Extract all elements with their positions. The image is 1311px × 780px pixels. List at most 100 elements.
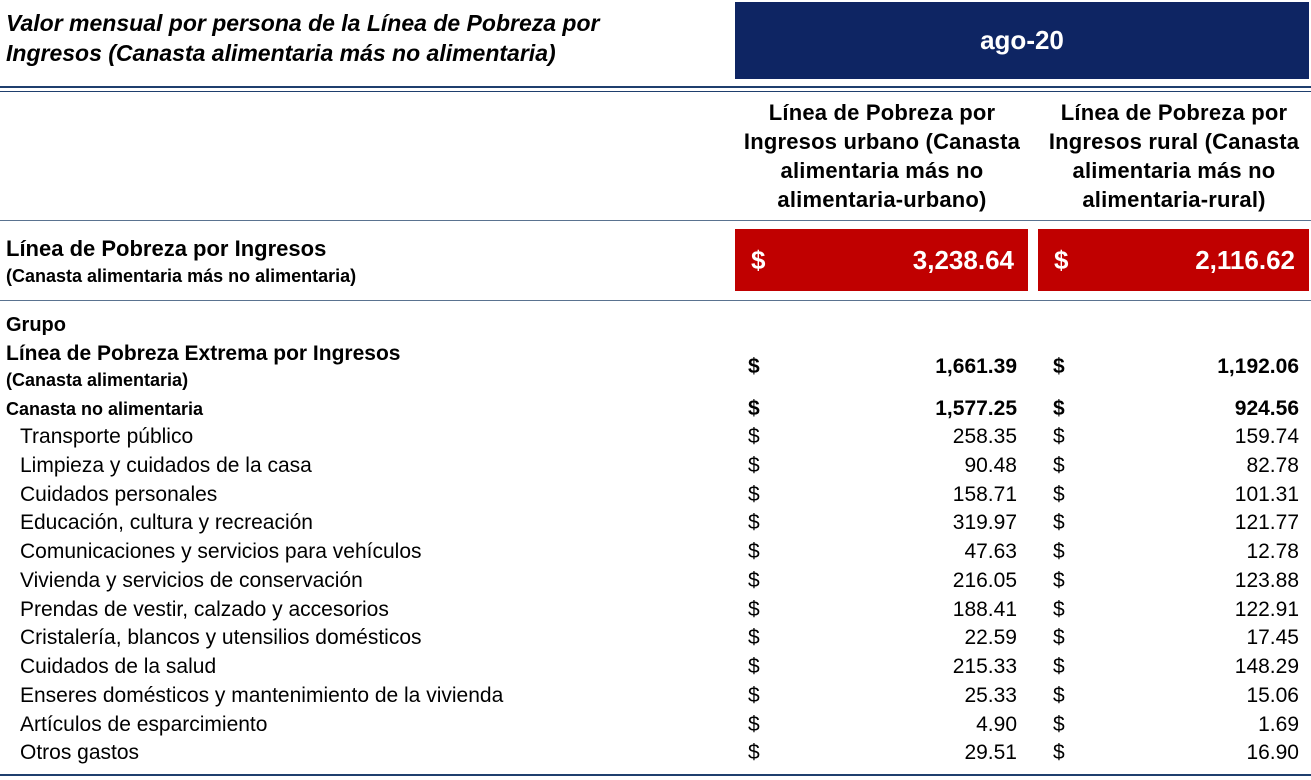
row-label: Limpieza y cuidados de la casa: [20, 454, 312, 477]
row-label: Cuidados personales: [20, 483, 218, 506]
column-header-urban-line: Línea de Pobreza por: [768, 100, 996, 125]
page-title: Valor mensual por persona de la Línea de…: [6, 8, 726, 68]
extreme-line-label: Línea de Pobreza Extrema por Ingresos: [6, 342, 401, 365]
urban-value: 29.51: [964, 741, 1017, 764]
currency-symbol: $: [1053, 355, 1065, 378]
currency-symbol: $: [1053, 454, 1065, 477]
column-header-rural-line: Línea de Pobreza por: [1060, 100, 1288, 125]
urban-value: 90.48: [964, 454, 1017, 477]
extreme-urban-value: 1,661.39: [935, 355, 1017, 378]
table-row: Comunicaciones y servicios para vehículo…: [0, 540, 1311, 569]
rural-value: 15.06: [1246, 684, 1299, 707]
currency-symbol: $: [1053, 511, 1065, 534]
table-row: Vivienda y servicios de conservación $ 2…: [0, 569, 1311, 598]
urban-value: 158.71: [952, 483, 1017, 506]
rural-value: 159.74: [1234, 425, 1299, 448]
currency-symbol: $: [748, 713, 760, 736]
table-row: Cuidados de la salud $ 215.33 $ 148.29: [0, 655, 1311, 684]
urban-value: 258.35: [952, 425, 1017, 448]
non-food-label: Canasta no alimentaria: [6, 399, 204, 419]
currency-symbol: $: [1053, 626, 1065, 649]
rural-value: 122.91: [1234, 598, 1299, 621]
table-row: Limpieza y cuidados de la casa $ 90.48 $…: [0, 454, 1311, 483]
column-header-rural: Línea de Pobreza por Ingresos rural (Can…: [1038, 98, 1310, 214]
rural-value: 1.69: [1258, 713, 1299, 736]
currency-symbol: $: [1053, 540, 1065, 563]
rural-value: 16.90: [1246, 741, 1299, 764]
poverty-line-rural-value: 2,116.62: [1195, 244, 1295, 275]
non-food-rural-value: 924.56: [1234, 397, 1299, 420]
currency-symbol: $: [748, 655, 760, 678]
urban-value: 215.33: [952, 655, 1017, 678]
table-row: Cristalería, blancos y utensilios domést…: [0, 626, 1311, 655]
row-label: Educación, cultura y recreación: [20, 511, 313, 534]
urban-value: 188.41: [952, 598, 1017, 621]
urban-value: 25.33: [964, 684, 1017, 707]
rural-value: 17.45: [1246, 626, 1299, 649]
currency-symbol: $: [1053, 684, 1065, 707]
table-row: Enseres domésticos y mantenimiento de la…: [0, 684, 1311, 713]
rural-value: 148.29: [1234, 655, 1299, 678]
poverty-line-title: Línea de Pobreza por Ingresos: [6, 236, 327, 261]
column-header-rule: [0, 220, 1311, 221]
currency-symbol: $: [748, 355, 760, 378]
currency-symbol: $: [748, 569, 760, 592]
currency-symbol: $: [748, 425, 760, 448]
table-row: Transporte público $ 258.35 $ 159.74: [0, 425, 1311, 454]
column-header-rural-line: alimentaria-rural): [1082, 187, 1266, 212]
currency-symbol: $: [1053, 483, 1065, 506]
poverty-line-rural-box: $ 2,116.62: [1038, 229, 1309, 291]
rural-value: 12.78: [1246, 540, 1299, 563]
non-food-row: Canasta no alimentaria $ 1,577.25 $ 924.…: [0, 397, 1311, 426]
currency-symbol: $: [748, 483, 760, 506]
urban-value: 47.63: [964, 540, 1017, 563]
column-header-urban-line: Ingresos urbano (Canasta: [743, 129, 1021, 154]
currency-symbol: $: [748, 540, 760, 563]
row-label: Prendas de vestir, calzado y accesorios: [20, 598, 389, 621]
title-line-1: Valor mensual por persona de la Línea de…: [6, 10, 600, 36]
header-rule: [0, 86, 1311, 88]
column-header-rural-line: Ingresos rural (Canasta: [1048, 129, 1300, 154]
currency-symbol: $: [1053, 655, 1065, 678]
currency-symbol: $: [748, 397, 760, 420]
extreme-rural-value: 1,192.06: [1217, 355, 1299, 378]
urban-value: 22.59: [964, 626, 1017, 649]
period-header: ago-20: [735, 2, 1309, 79]
header-rule-thin: [0, 91, 1311, 92]
currency-symbol: $: [751, 244, 766, 275]
rural-value: 121.77: [1234, 511, 1299, 534]
poverty-line-rule: [0, 300, 1311, 301]
urban-value: 319.97: [952, 511, 1017, 534]
row-label: Cristalería, blancos y utensilios domést…: [20, 626, 422, 649]
currency-symbol: $: [748, 598, 760, 621]
title-line-2: Ingresos (Canasta alimentaria más no ali…: [6, 40, 556, 66]
table-row: Artículos de esparcimiento $ 4.90 $ 1.69: [0, 713, 1311, 742]
group-header: Grupo: [6, 314, 66, 336]
currency-symbol: $: [1053, 397, 1065, 420]
row-label: Cuidados de la salud: [20, 655, 217, 678]
currency-symbol: $: [1053, 425, 1065, 448]
table-row: Educación, cultura y recreación $ 319.97…: [0, 511, 1311, 540]
rural-value: 101.31: [1234, 483, 1299, 506]
rural-value: 82.78: [1246, 454, 1299, 477]
urban-value: 4.90: [976, 713, 1017, 736]
poverty-line-urban-box: $ 3,238.64: [735, 229, 1028, 291]
extreme-line-sublabel: (Canasta alimentaria): [6, 370, 189, 390]
row-label: Vivienda y servicios de conservación: [20, 569, 363, 592]
currency-symbol: $: [1053, 598, 1065, 621]
column-header-urban: Línea de Pobreza por Ingresos urbano (Ca…: [735, 98, 1029, 214]
poverty-line-subtitle: (Canasta alimentaria más no alimentaria): [6, 266, 357, 286]
table-row: Prendas de vestir, calzado y accesorios …: [0, 598, 1311, 627]
table-row: Cuidados personales $ 158.71 $ 101.31: [0, 483, 1311, 512]
poverty-line-urban-value: 3,238.64: [912, 244, 1014, 275]
currency-symbol: $: [748, 454, 760, 477]
table-row: Otros gastos $ 29.51 $ 16.90: [0, 741, 1311, 770]
currency-symbol: $: [748, 626, 760, 649]
row-label: Artículos de esparcimiento: [20, 713, 268, 736]
currency-symbol: $: [748, 684, 760, 707]
currency-symbol: $: [1053, 741, 1065, 764]
column-header-rural-line: alimentaria más no: [1072, 158, 1276, 183]
row-label: Otros gastos: [20, 741, 140, 764]
rural-value: 123.88: [1234, 569, 1299, 592]
footer-rule: [0, 774, 1311, 776]
